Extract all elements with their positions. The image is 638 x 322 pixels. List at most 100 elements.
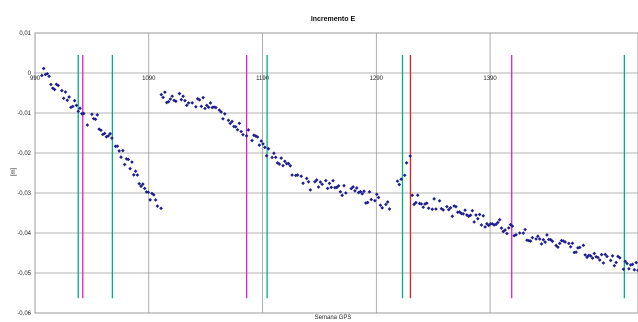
data-point — [246, 128, 251, 132]
data-point — [155, 204, 160, 208]
data-point — [137, 181, 142, 186]
data-point — [262, 145, 267, 150]
data-point — [41, 66, 46, 71]
data-point — [266, 146, 271, 151]
data-point — [250, 138, 254, 143]
data-point — [115, 144, 120, 148]
data-point — [60, 88, 64, 93]
data-point — [601, 261, 606, 265]
data-point — [399, 177, 403, 182]
data-point — [159, 92, 164, 97]
data-point — [376, 195, 381, 200]
data-point — [448, 205, 453, 210]
y-tick-label: -0,06 — [17, 311, 31, 317]
data-point — [446, 207, 451, 212]
data-point — [181, 94, 185, 99]
data-point — [608, 258, 613, 263]
data-point — [270, 155, 274, 160]
data-point — [85, 123, 90, 127]
data-point — [325, 186, 330, 191]
data-point — [201, 95, 205, 100]
y-tick-label: -0,01 — [17, 111, 31, 117]
data-point — [219, 110, 223, 114]
data-point — [239, 129, 243, 134]
data-point — [627, 266, 631, 271]
data-point — [257, 143, 262, 147]
data-point — [306, 179, 311, 184]
data-point — [131, 173, 136, 177]
data-point — [142, 186, 147, 191]
data-point — [320, 182, 325, 187]
data-point — [353, 188, 357, 193]
data-point — [340, 193, 345, 198]
data-point — [481, 213, 486, 218]
data-point — [536, 234, 540, 239]
data-point — [286, 161, 291, 166]
data-point — [281, 163, 285, 168]
data-point — [241, 132, 245, 137]
data-point — [120, 148, 125, 153]
data-point — [338, 189, 343, 194]
chart-title: Incremento E — [311, 16, 356, 23]
data-point — [343, 191, 348, 195]
data-point — [415, 193, 420, 198]
data-point — [380, 206, 385, 210]
data-point — [301, 181, 305, 186]
data-point — [318, 180, 323, 184]
data-point — [395, 179, 400, 184]
data-point — [479, 223, 484, 227]
y-tick-label: -0,05 — [17, 271, 31, 277]
data-point — [414, 200, 418, 205]
data-point — [454, 204, 458, 209]
data-point — [614, 260, 618, 265]
data-point — [450, 214, 455, 219]
data-point — [327, 181, 332, 186]
data-point — [534, 237, 538, 241]
data-point — [362, 189, 366, 194]
data-point — [402, 173, 407, 178]
data-point — [110, 136, 114, 140]
data-point — [434, 207, 438, 211]
data-point — [208, 101, 213, 105]
data-point — [45, 71, 50, 76]
data-point — [135, 173, 140, 177]
data-point — [304, 176, 309, 181]
data-point — [259, 139, 264, 143]
data-point — [264, 153, 269, 158]
data-point — [566, 241, 571, 246]
data-point — [441, 208, 446, 212]
data-point — [397, 182, 402, 187]
data-point — [472, 220, 477, 224]
x-tick-label: 1190 — [256, 76, 270, 82]
data-point — [432, 197, 436, 201]
data-point — [316, 185, 321, 189]
data-point — [621, 267, 626, 272]
data-point — [437, 198, 442, 203]
data-point — [93, 117, 98, 122]
data-point — [419, 202, 424, 206]
data-point — [288, 163, 293, 168]
data-point — [351, 185, 355, 189]
data-point — [126, 157, 131, 162]
data-point — [273, 155, 278, 160]
data-point — [130, 160, 134, 164]
y-tick-label: 0,01 — [19, 31, 31, 37]
data-point — [373, 198, 377, 203]
data-point — [329, 185, 334, 190]
data-point — [477, 212, 482, 217]
data-point — [290, 173, 294, 177]
data-point — [590, 256, 595, 260]
data-point — [197, 98, 202, 102]
data-point — [475, 216, 480, 221]
data-point — [632, 267, 637, 272]
x-tick-label: 1290 — [370, 76, 384, 82]
data-point — [421, 205, 426, 210]
data-point — [617, 255, 622, 260]
data-point — [261, 142, 265, 146]
data-point — [148, 198, 152, 202]
data-point — [505, 231, 509, 236]
data-point — [410, 193, 415, 198]
y-tick-label: -0,02 — [17, 151, 31, 157]
